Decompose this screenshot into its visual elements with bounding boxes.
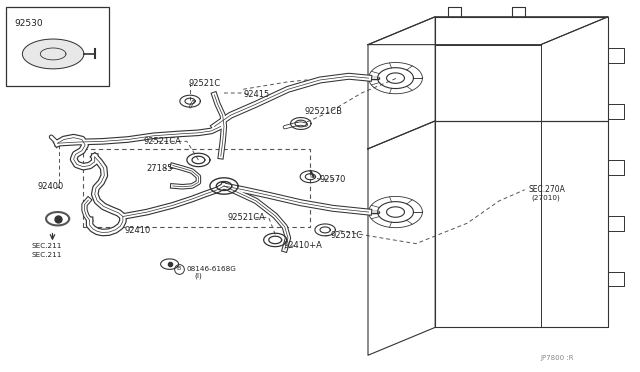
Text: 27185: 27185	[146, 164, 172, 173]
Text: B: B	[177, 266, 180, 271]
Bar	[6, 7, 109, 86]
Text: SEC.270A: SEC.270A	[529, 185, 566, 194]
Text: (27010): (27010)	[531, 195, 560, 201]
Text: 92521C: 92521C	[330, 231, 362, 240]
Text: 92410+A: 92410+A	[284, 241, 323, 250]
Text: 92570: 92570	[320, 175, 346, 184]
Text: 08146-6168G: 08146-6168G	[186, 266, 236, 272]
Text: 92521CB: 92521CB	[305, 107, 342, 116]
Text: 92415: 92415	[243, 90, 269, 99]
Text: SEC.211: SEC.211	[32, 252, 62, 258]
Text: 92521C: 92521C	[189, 79, 221, 88]
Text: SEC.211: SEC.211	[32, 243, 62, 248]
Text: JP7800 :R: JP7800 :R	[541, 355, 574, 361]
Text: 92521CA: 92521CA	[144, 137, 182, 146]
Text: 92410: 92410	[124, 226, 150, 235]
Text: 92530: 92530	[14, 19, 43, 28]
Text: 92400: 92400	[37, 182, 63, 191]
Polygon shape	[22, 39, 84, 69]
Text: (I): (I)	[195, 273, 202, 279]
Text: 92521CA: 92521CA	[227, 213, 265, 222]
